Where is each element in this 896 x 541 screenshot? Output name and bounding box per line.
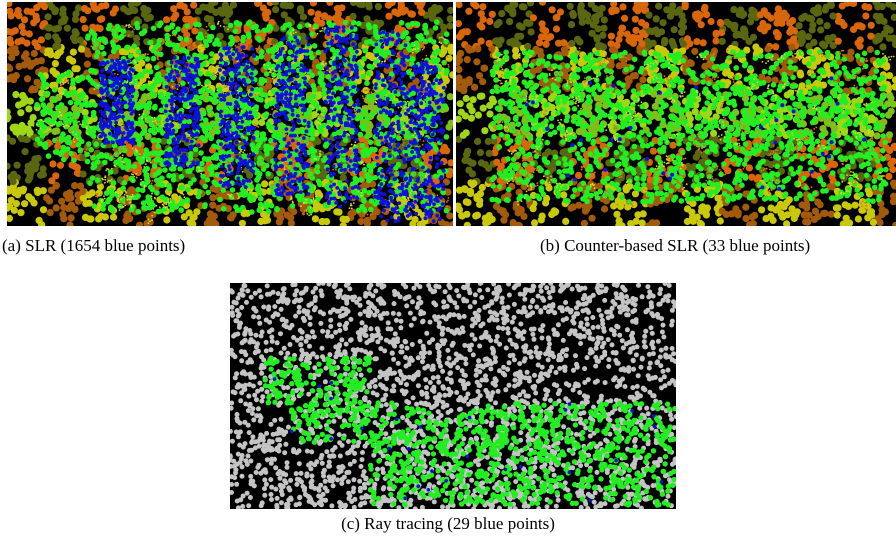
counter-slr-point-cloud [456, 2, 896, 226]
caption-a: (a) SLR (1654 blue points) [2, 236, 186, 255]
ray-tracing-point-cloud [230, 283, 676, 509]
panel-c-ray-tracing-visualization [230, 283, 676, 509]
panel-a-slr-visualization [7, 2, 453, 226]
slr-point-cloud [7, 2, 453, 226]
caption-b: (b) Counter-based SLR (33 blue points) [540, 236, 811, 255]
panel-b-counter-slr-visualization [456, 2, 896, 226]
caption-c: (c) Ray tracing (29 blue points) [341, 514, 555, 533]
